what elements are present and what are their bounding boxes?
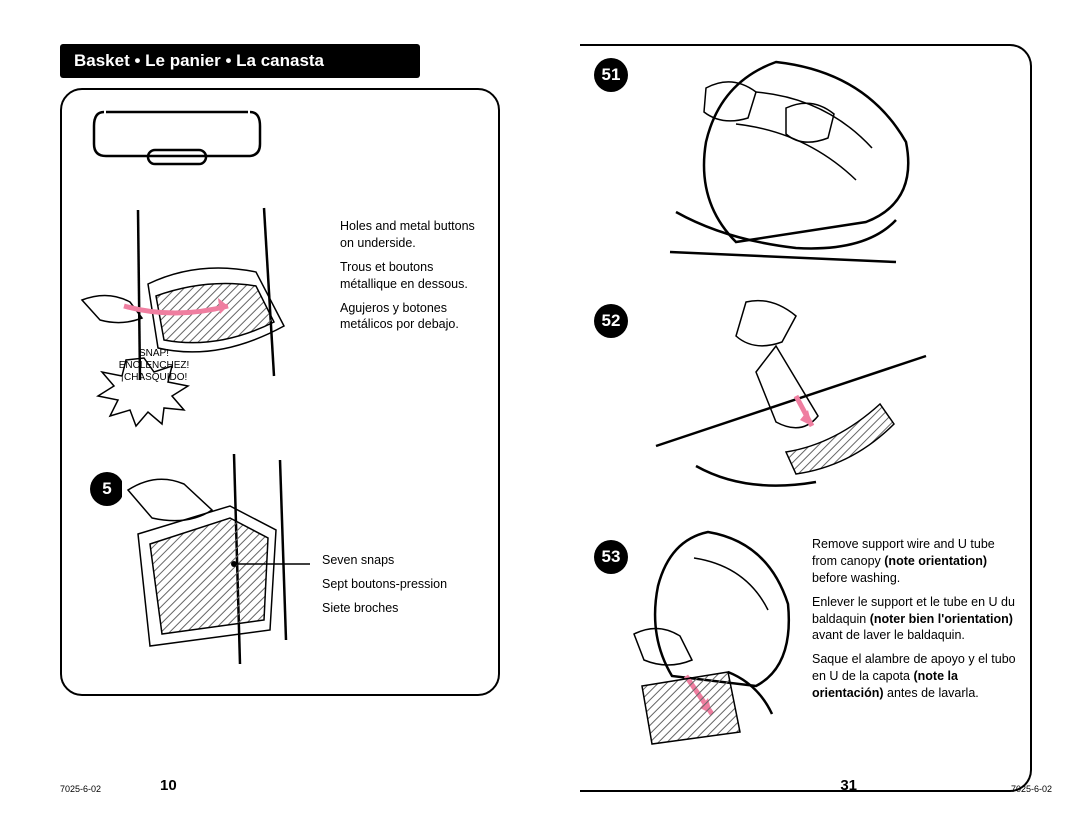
text-en: Holes and metal buttons on underside. xyxy=(340,218,490,252)
step-51-badge: 51 xyxy=(594,58,628,92)
step-5-illustration xyxy=(122,450,312,670)
text-en: Remove support wire and U tube from cano… xyxy=(812,536,1022,587)
step-53-text: Remove support wire and U tube from cano… xyxy=(812,536,1022,709)
u-bar-illustration xyxy=(84,102,270,172)
page-number: 10 xyxy=(160,777,177,794)
text-en: Seven snaps xyxy=(322,552,482,569)
step-53-badge: 53 xyxy=(594,540,628,574)
page-number: 31 xyxy=(840,777,857,794)
doc-number: 7025-6-02 xyxy=(60,784,101,794)
step-51-illustration xyxy=(636,52,936,282)
step-5-badge: 5 xyxy=(90,472,124,506)
text-fr: Trous et boutons métallique en dessous. xyxy=(340,259,490,293)
callout-es: ¡CHASQUIDO! xyxy=(121,372,188,383)
step-4-text: Holes and metal buttons on underside. Tr… xyxy=(340,218,490,340)
step-52-badge: 52 xyxy=(594,304,628,338)
callout-en: SNAP! xyxy=(139,348,169,359)
callout-fr: ENCLENCHEZ! xyxy=(119,360,190,371)
step-52-illustration xyxy=(636,296,936,506)
text-fr: Sept boutons-pression xyxy=(322,576,482,593)
text-es: Siete broches xyxy=(322,600,482,617)
page-right: 51 52 53 xyxy=(580,44,1052,794)
instruction-panel: 51 52 53 xyxy=(580,44,1032,792)
text-fr: Enlever le support et le tube en U du ba… xyxy=(812,594,1022,645)
step-53-illustration xyxy=(628,526,800,756)
step-4-illustration xyxy=(78,190,330,430)
step-5-text: Seven snaps Sept boutons-pression Siete … xyxy=(322,552,482,624)
doc-number: 7025-6-02 xyxy=(1011,784,1052,794)
text-es: Agujeros y botones metálicos por debajo. xyxy=(340,300,490,334)
section-header: Basket • Le panier • La canasta xyxy=(60,44,420,78)
snap-callout: SNAP! ENCLENCHEZ! ¡CHASQUIDO! xyxy=(106,348,202,384)
page-left: Basket • Le panier • La canasta 4 xyxy=(60,44,532,794)
instruction-panel: 4 SNAP! ENCLENCHEZ! ¡CHASQUIDO! Holes an… xyxy=(60,88,500,696)
text-es: Saque el alambre de apoyo y el tubo en U… xyxy=(812,651,1022,702)
